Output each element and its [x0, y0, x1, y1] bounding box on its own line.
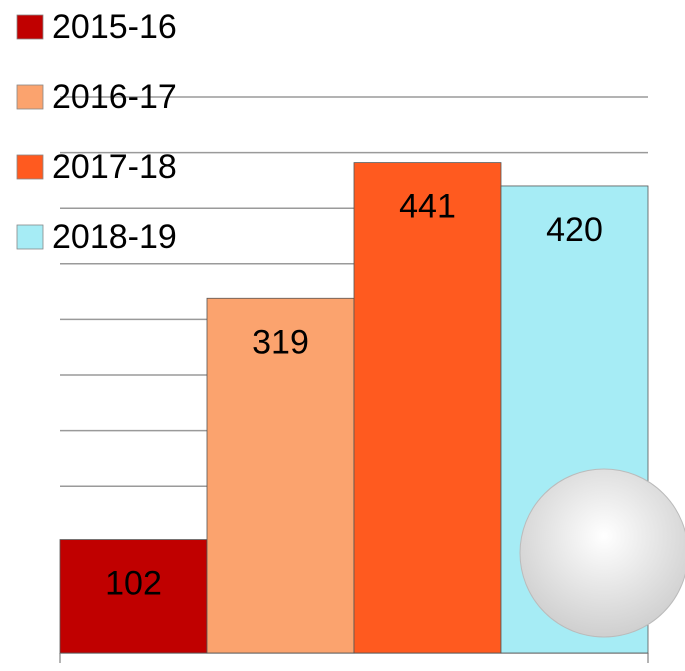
legend-swatch: [17, 225, 43, 249]
legend-label: 2016-17: [52, 78, 177, 116]
data-label: 420: [546, 211, 603, 249]
data-label: 102: [105, 565, 162, 603]
legend-swatch: [17, 155, 43, 179]
data-label: 441: [399, 188, 456, 226]
chart: 102 319 441 420 2015-16 2016-17 2017-18 2018-1…: [0, 0, 685, 666]
legend-label: 2017-18: [52, 148, 177, 186]
legend-label: 2015-16: [52, 8, 177, 46]
legend-label: 2018-19: [52, 218, 177, 256]
legend-swatch: [17, 85, 43, 109]
legend-swatch: [17, 15, 43, 39]
legend: 2015-16 2016-17 2017-18 2018-19: [17, 8, 177, 256]
data-label: 319: [252, 323, 309, 361]
team-icon: [520, 469, 685, 637]
bar: [354, 163, 501, 653]
